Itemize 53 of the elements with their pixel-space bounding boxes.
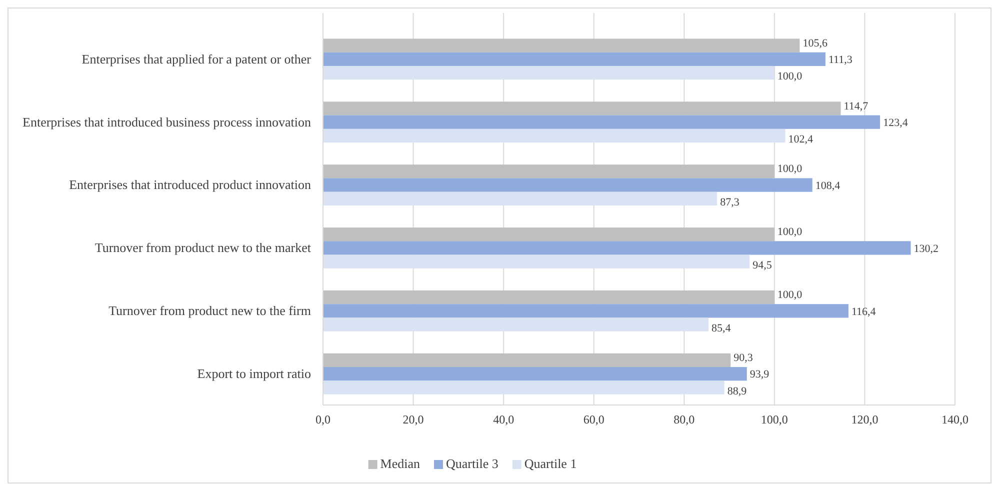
y-tick-label: Enterprises that introduced product innovation: [69, 177, 312, 192]
bar: [323, 192, 718, 206]
legend-label: Quartile 3: [446, 456, 498, 471]
data-label: 93,9: [750, 368, 770, 381]
legend-label: Median: [380, 456, 421, 471]
x-tick-label: 20,0: [402, 412, 424, 427]
y-tick-label: Enterprises that introduced business process innovation: [22, 114, 312, 130]
data-label: 114,7: [844, 100, 869, 112]
bar: [323, 304, 848, 318]
data-label: 111,3: [828, 54, 853, 66]
x-tick-label: 100,0: [760, 412, 788, 427]
y-tick-label: Export to import ratio: [197, 366, 311, 382]
bar: [323, 254, 750, 268]
x-tick-label: 0,0: [316, 412, 330, 427]
bar: [323, 228, 774, 242]
x-tick-label: 40,0: [493, 412, 514, 427]
data-label: 87,3: [720, 196, 740, 209]
bar: [323, 367, 747, 381]
bar: [323, 164, 774, 178]
x-tick-label: 120,0: [851, 412, 878, 427]
data-label: 105,6: [802, 37, 828, 50]
x-tick-label: 140,0: [942, 412, 968, 427]
bar: [323, 380, 724, 394]
bar: [323, 178, 812, 192]
y-tick-label: Enterprises that applied for a patent or other: [82, 51, 312, 66]
data-label: 88,9: [727, 385, 748, 398]
data-label: 116,4: [851, 306, 876, 318]
data-label: 100,0: [777, 70, 803, 83]
data-label: 94,5: [752, 259, 772, 272]
data-label: 90,3: [734, 352, 754, 364]
data-label: 100,0: [777, 226, 803, 238]
data-label: 100,0: [777, 289, 803, 302]
bar: [323, 290, 774, 304]
data-label: 100,0: [777, 163, 803, 176]
bar: [323, 66, 774, 80]
bar: [323, 353, 731, 368]
bar: [323, 38, 800, 52]
bar: [323, 128, 786, 143]
data-label: 123,4: [883, 116, 908, 129]
bar: [323, 115, 880, 129]
legend-label: Quartile 1: [524, 456, 577, 471]
bar: [323, 52, 826, 66]
data-label: 102,4: [788, 134, 814, 146]
bar: [323, 241, 911, 255]
x-tick-label: 80,0: [674, 412, 695, 427]
data-label: 130,2: [914, 242, 939, 255]
bar: [323, 318, 709, 332]
bar: [323, 102, 841, 116]
data-label: 108,4: [815, 180, 841, 192]
x-tick-label: 60,0: [583, 412, 604, 427]
data-label: 85,4: [712, 322, 732, 334]
y-tick-label: Turnover from product new to the market: [94, 240, 312, 256]
y-tick-label: Turnover from product new to the firm: [108, 303, 311, 318]
